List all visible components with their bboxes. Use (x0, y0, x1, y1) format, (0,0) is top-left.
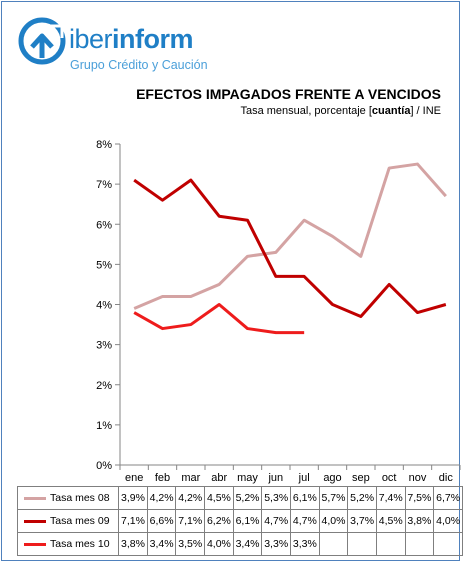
data-cell: 4,2% (175, 486, 206, 510)
data-cell: 7,4% (375, 486, 406, 510)
x-tick-label: abr (211, 472, 227, 484)
x-tick-label: ago (323, 472, 341, 484)
x-tick-label: oct (382, 472, 397, 484)
y-tick-label: 2% (96, 380, 112, 392)
data-cell: 3,5% (175, 532, 206, 556)
data-cell: 4,5% (204, 486, 234, 510)
iberinform-logo (18, 17, 66, 65)
table-row: Tasa mes 09 7,1% 6,6% 7,1% 6,2% 6,1% 4,7% 4,7% 4… (16, 509, 463, 533)
data-cell (404, 532, 435, 556)
y-tick-label: 8% (96, 139, 112, 151)
x-tick-label: feb (155, 472, 170, 484)
data-cell: 6,1% (290, 486, 320, 510)
y-tick-label: 0% (96, 460, 112, 472)
data-table: Tasa mes 08 3,9% 4,2% 4,2% 4,5% 5,2% 5,3% 6,1% 5… (16, 486, 463, 556)
x-tick-label: mar (181, 472, 200, 484)
data-cell: 3,8% (404, 509, 435, 533)
line-chart: 0% 1% 2% 3% 4% 5% 6% 7% 8% ene feb mar abr may jun jul a… (96, 139, 461, 484)
data-cell: 3,7% (347, 509, 377, 533)
data-cell (433, 532, 463, 556)
data-cell: 6,7% (433, 486, 463, 510)
y-tick-label: 3% (96, 340, 112, 352)
x-tick-label: ene (125, 472, 143, 484)
data-cell: 3,4% (232, 532, 263, 556)
legend-swatch (24, 542, 46, 546)
subtitle-post: ] / INE (410, 105, 441, 117)
x-tick-label: jun (267, 472, 283, 484)
x-tick-label: dic (439, 472, 454, 484)
data-cell: 5,7% (318, 486, 349, 510)
data-cell: 7,5% (404, 486, 435, 510)
data-cell: 6,6% (146, 509, 177, 533)
y-tick-label: 7% (96, 179, 112, 191)
data-cell: 4,0% (204, 532, 234, 556)
x-tick-label: may (237, 472, 258, 484)
chart-subtitle: Tasa mensual, porcentaje [cuantía] / INE (240, 105, 441, 117)
data-cell: 4,0% (433, 509, 463, 533)
brand-name-part2: inform (112, 24, 194, 54)
data-cell: 7,1% (175, 509, 206, 533)
data-cell: 6,2% (204, 509, 234, 533)
data-cell: 6,1% (232, 509, 263, 533)
brand-tagline: Grupo Crédito y Caución (70, 58, 208, 72)
data-cell: 5,2% (232, 486, 263, 510)
y-tick-label: 5% (96, 259, 112, 271)
data-cell: 4,5% (375, 509, 406, 533)
table-row: Tasa mes 10 3,8% 3,4% 3,5% 4,0% 3,4% 3,3% 3,3% (16, 532, 463, 556)
data-cell (347, 532, 377, 556)
data-cell: 5,2% (347, 486, 377, 510)
y-tick-label: 4% (96, 300, 112, 312)
data-cell (318, 532, 349, 556)
series-line-3 (133, 303, 305, 335)
chart-title: EFECTOS IMPAGADOS FRENTE A VENCIDOS (136, 86, 441, 102)
legend-label: Tasa mes 08 (50, 492, 110, 504)
legend-label: Tasa mes 09 (50, 515, 110, 527)
data-cell: 4,2% (146, 486, 177, 510)
data-cell: 3,3% (261, 532, 292, 556)
series-line-2 (133, 178, 447, 319)
x-tick-label: sep (352, 472, 370, 484)
legend-entry: Tasa mes 10 (16, 532, 120, 556)
y-tick-label: 6% (96, 219, 112, 231)
data-cell: 3,3% (290, 532, 320, 556)
y-tick-label: 1% (96, 420, 112, 432)
table-row: Tasa mes 08 3,9% 4,2% 4,2% 4,5% 5,2% 5,3% 6,1% 5… (16, 486, 463, 510)
legend-swatch (24, 519, 46, 523)
data-cell: 4,7% (290, 509, 320, 533)
data-cell: 3,9% (118, 486, 148, 510)
data-cell: 7,1% (118, 509, 148, 533)
x-tick-label: jul (298, 472, 310, 484)
legend-entry: Tasa mes 08 (16, 486, 120, 510)
legend-label: Tasa mes 10 (50, 538, 110, 550)
data-cell: 4,7% (261, 509, 292, 533)
subtitle-pre: Tasa mensual, porcentaje [ (240, 105, 372, 117)
data-cell: 3,8% (118, 532, 148, 556)
data-cell: 3,4% (146, 532, 177, 556)
legend-entry: Tasa mes 09 (16, 509, 120, 533)
legend-swatch (24, 496, 46, 500)
brand-name: iberinform (69, 24, 194, 55)
data-cell (375, 532, 406, 556)
data-cell: 4,0% (318, 509, 349, 533)
series-line-1 (133, 162, 447, 310)
x-tick-label: nov (409, 472, 427, 484)
brand-name-part1: iber (69, 24, 113, 54)
subtitle-bold: cuantía (371, 105, 411, 117)
data-cell: 5,3% (261, 486, 292, 510)
